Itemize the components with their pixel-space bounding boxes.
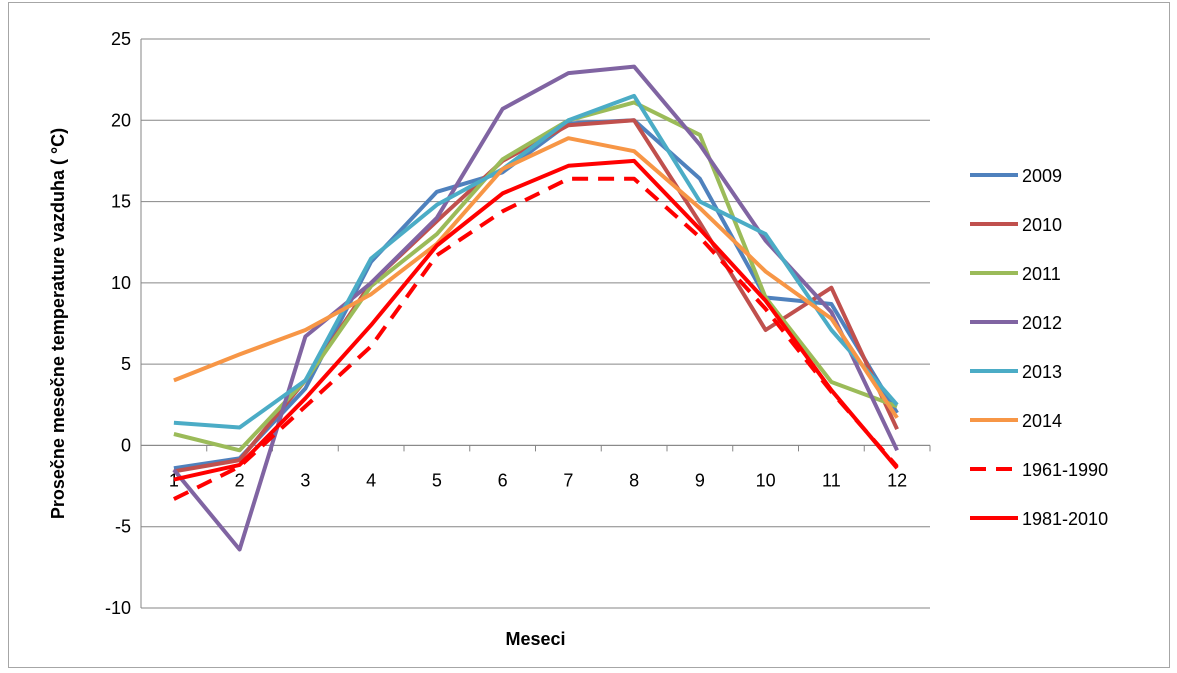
x-tick-label: 8 — [629, 470, 639, 490]
series-line-2013 — [173, 93, 899, 430]
x-tick-labels: 1 2 3 4 5 6 7 8 9 10 11 12 — [169, 470, 907, 490]
x-tick-label: 2 — [235, 470, 245, 490]
legend-label: 1961-1990 — [1022, 460, 1108, 480]
legend-label: 2014 — [1022, 411, 1062, 431]
y-tick-label: 15 — [111, 192, 131, 212]
y-tick-label: 10 — [111, 273, 131, 293]
legend: 2009 2010 2011 2012 2013 2014 1961-1990 1981-20… — [970, 166, 1108, 529]
x-tick-label: 3 — [300, 470, 310, 490]
x-tick-label: 7 — [563, 470, 573, 490]
legend-label: 2012 — [1022, 313, 1062, 333]
x-tick-label: 4 — [366, 470, 376, 490]
legend-label: 2009 — [1022, 166, 1062, 186]
y-tick-label: 20 — [111, 110, 131, 130]
x-axis-title: Meseci — [505, 629, 565, 649]
series-line-2009 — [173, 118, 899, 471]
gridlines — [141, 38, 930, 609]
axes — [140, 39, 931, 608]
y-tick-label: -10 — [105, 598, 131, 618]
legend-label: 2010 — [1022, 215, 1062, 235]
legend-label: 2013 — [1022, 362, 1062, 382]
x-tick-label: 11 — [822, 470, 841, 490]
y-tick-label: -5 — [115, 517, 131, 537]
y-tick-label: 5 — [121, 354, 131, 374]
x-tick-label: 5 — [432, 470, 442, 490]
series-line-2010 — [173, 118, 899, 474]
series-line-1981-2010 — [173, 158, 899, 482]
series-line-2014 — [173, 136, 899, 419]
x-tick-label: 12 — [887, 470, 907, 490]
x-tick-label: 9 — [695, 470, 705, 490]
y-tick-labels: -10 -5 0 5 10 15 20 25 — [105, 29, 131, 618]
series-lines — [172, 64, 899, 552]
series-line-1961-1990 — [173, 176, 899, 501]
y-axis-title: Prosečne mesečne temperature vazduha ( °… — [48, 128, 68, 519]
legend-label: 2011 — [1022, 264, 1061, 284]
x-tick-label: 6 — [498, 470, 508, 490]
y-tick-label: 0 — [121, 435, 131, 455]
legend-label: 1981-2010 — [1022, 509, 1108, 529]
x-tick-label: 10 — [756, 470, 776, 490]
y-tick-label: 25 — [111, 29, 131, 49]
series-line-2011 — [173, 100, 898, 453]
x-tick-label: 1 — [169, 470, 179, 490]
